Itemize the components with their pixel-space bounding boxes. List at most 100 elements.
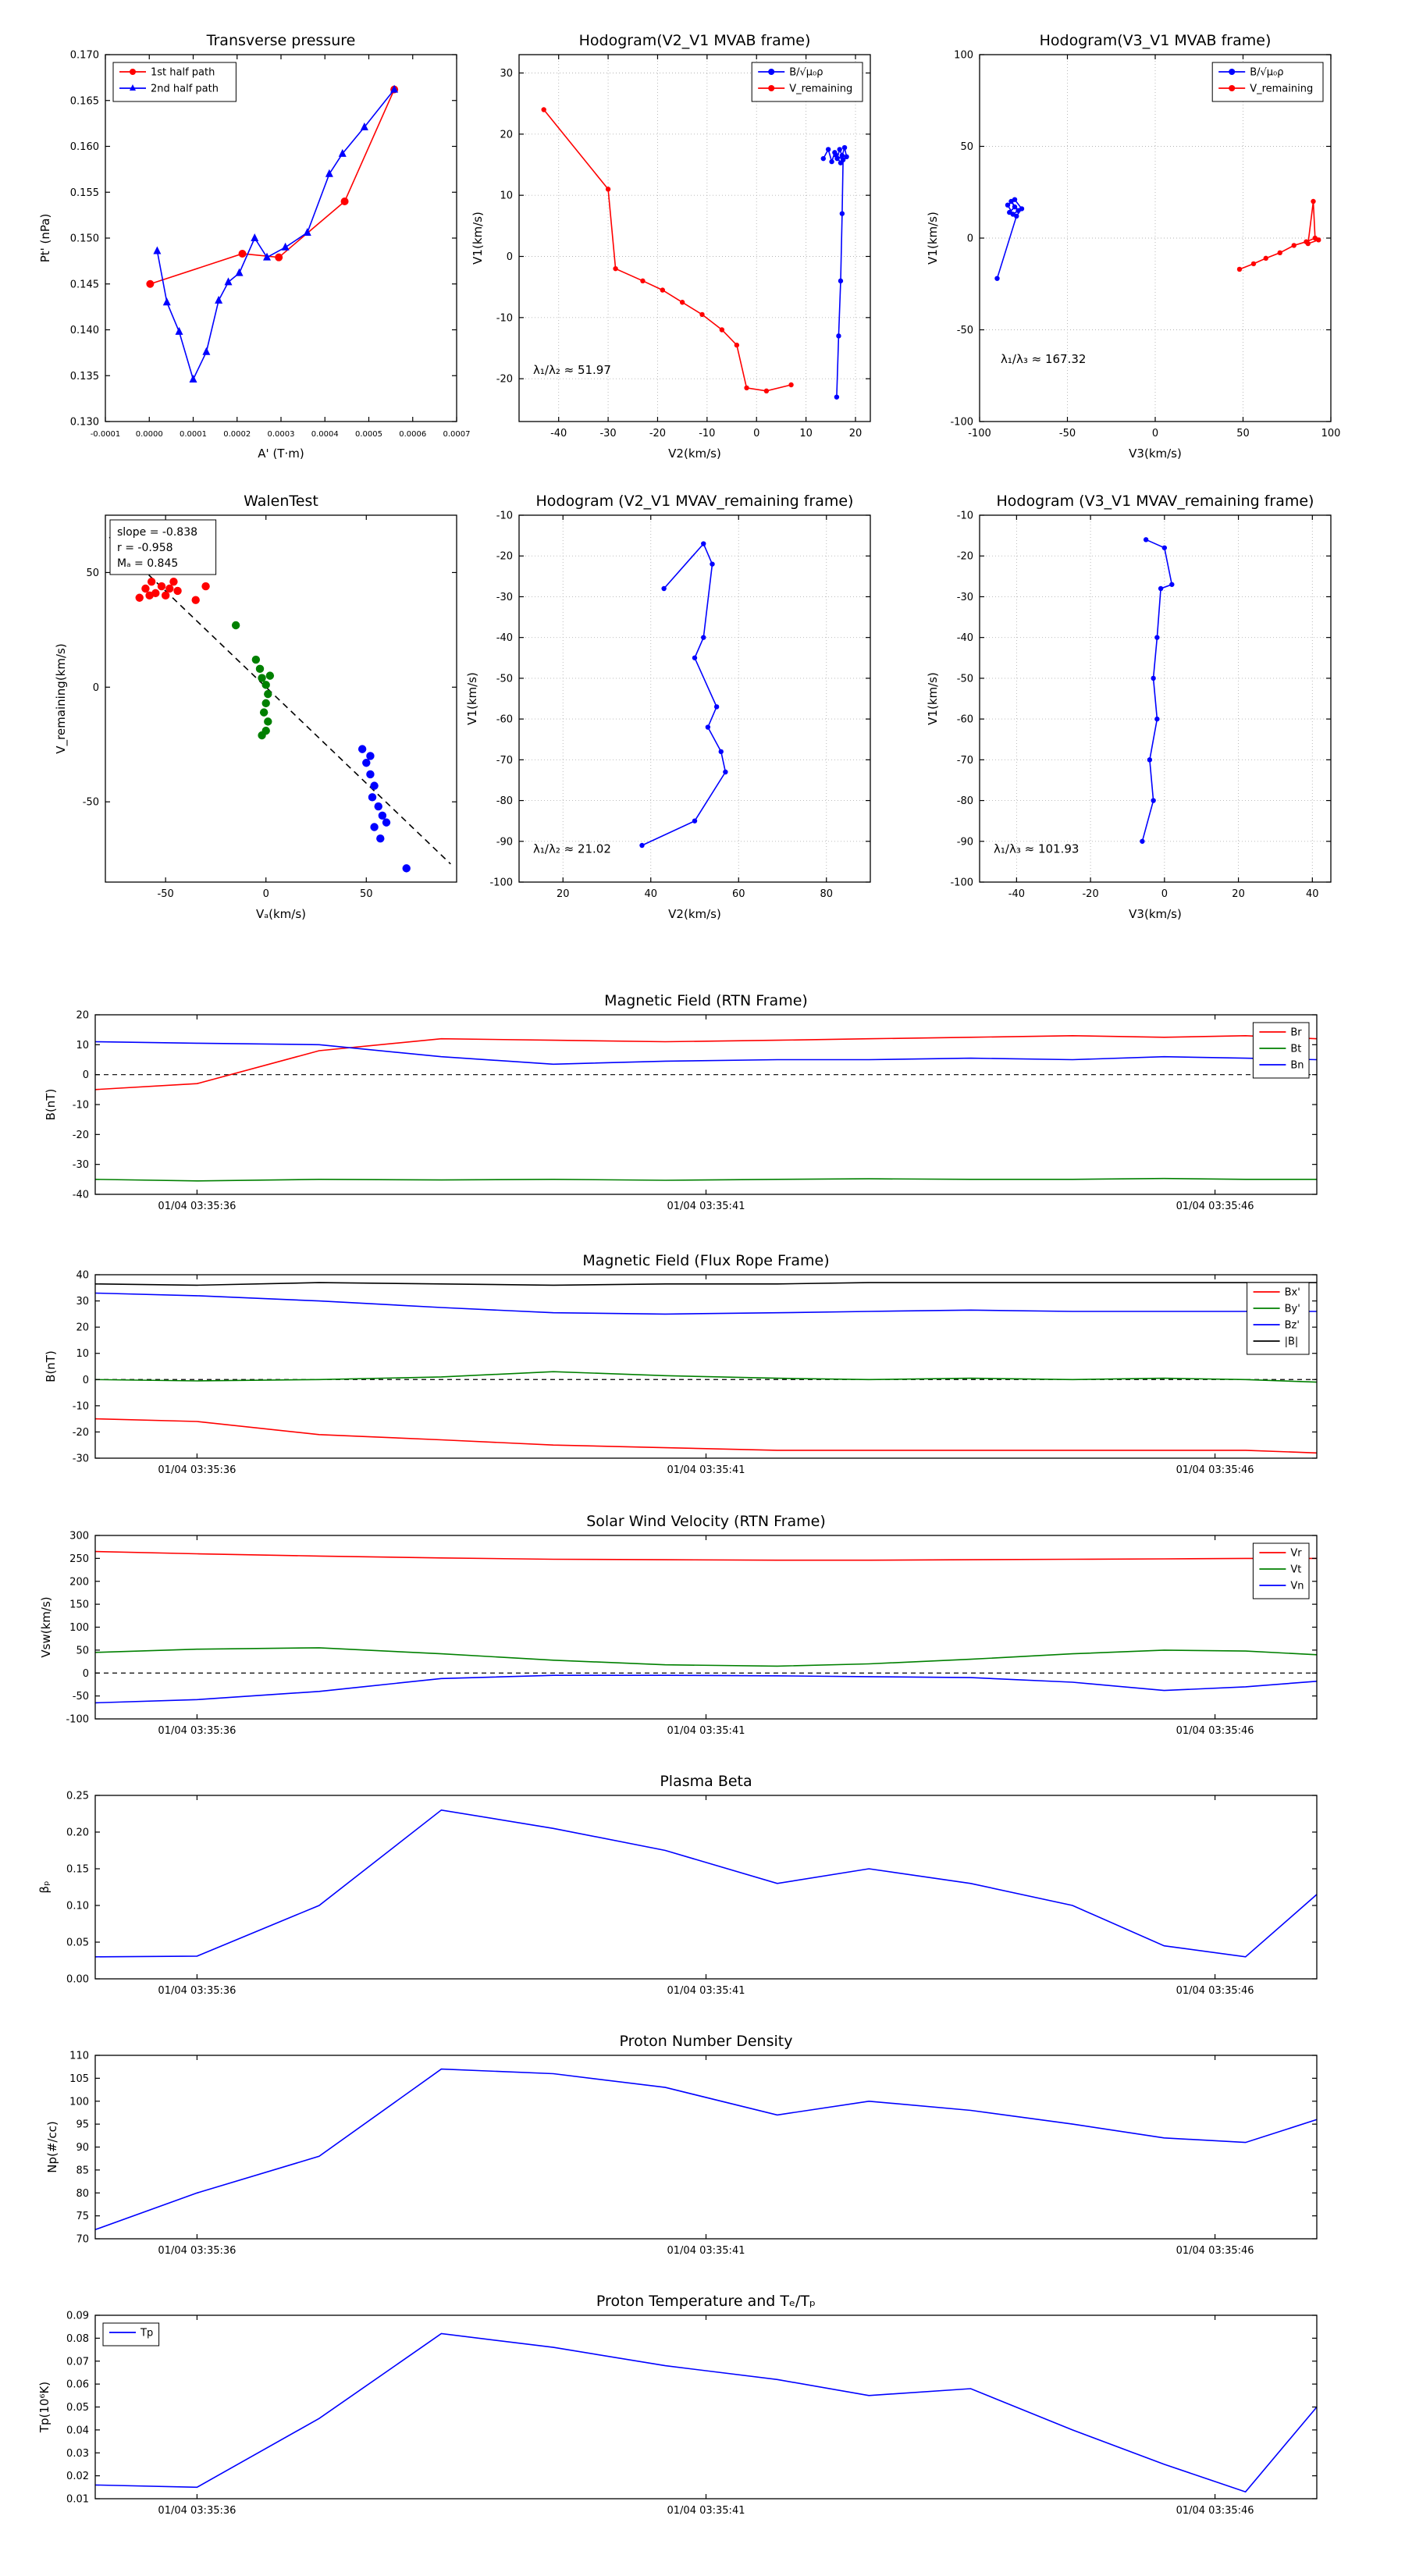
- x-tick-label: 20: [1232, 888, 1245, 900]
- marker: [1143, 537, 1149, 543]
- marker: [258, 674, 266, 682]
- x-tick-label: 01/04 03:35:46: [1176, 1201, 1254, 1212]
- marker: [153, 246, 162, 254]
- y-tick-label: -40: [73, 1190, 89, 1201]
- marker: [368, 793, 377, 802]
- marker: [994, 276, 1000, 281]
- y-tick-label: 0.165: [70, 95, 99, 107]
- legend-label: Bx': [1285, 1287, 1300, 1299]
- y-tick-label: -60: [957, 714, 973, 726]
- marker: [1229, 85, 1236, 91]
- y-tick-label: -50: [83, 797, 99, 809]
- marker: [224, 277, 233, 286]
- chart-title: Hodogram (V3_V1 MVAV_remaining frame): [997, 493, 1314, 510]
- y-tick-label: 80: [76, 2188, 89, 2200]
- y-tick-label: -30: [73, 1159, 89, 1171]
- y-tick-label: 0.150: [70, 233, 99, 245]
- y-tick-label: 0.07: [66, 2356, 89, 2368]
- x-tick-label: 0.0000: [136, 430, 163, 439]
- y-tick-label: 0: [83, 1668, 89, 1680]
- marker: [173, 586, 182, 596]
- chart-title: Transverse pressure: [206, 32, 356, 49]
- x-tick-label: -50: [158, 888, 174, 900]
- x-tick-label: 50: [1236, 428, 1250, 439]
- y-tick-label: -20: [73, 1130, 89, 1141]
- y-tick-label: 95: [76, 2119, 89, 2131]
- annotation: λ₁/λ₃ ≈ 167.32: [1001, 352, 1086, 366]
- chart-walen-test: -50 0 50 -50 0 50 WalenTest Vₐ(km/s) V_remaining…: [54, 493, 457, 921]
- y-tick-label: -10: [957, 511, 973, 522]
- x-tick-label: -0.0001: [91, 430, 121, 439]
- series-Bt: [94, 1177, 1317, 1182]
- marker: [710, 561, 715, 567]
- y-tick-label: 0.130: [70, 417, 99, 429]
- x-tick-label: 50: [360, 888, 373, 900]
- series-2nd half path: [156, 89, 395, 382]
- x-tick-label: 20: [849, 428, 863, 439]
- marker: [402, 864, 411, 873]
- y-tick-label: 100: [954, 50, 973, 62]
- x-axis-label: A' (T·m): [258, 447, 304, 461]
- y-tick-label: 0.140: [70, 325, 99, 336]
- x-tick-label: 01/04 03:35:41: [667, 1201, 745, 1212]
- chart-title: Proton Temperature and Tₑ/Tₚ: [596, 2293, 816, 2310]
- chart-hodogram-v3v1-mvav: -40 -20 0 20 40 -100 -90 -80 -70 -60 -50 -40 -30 -20 -…: [926, 493, 1332, 921]
- legend-label: Br: [1290, 1027, 1302, 1039]
- marker: [1169, 582, 1175, 587]
- x-tick-label: 20: [557, 888, 570, 900]
- marker: [238, 249, 247, 258]
- x-tick-label: 0.0005: [355, 430, 382, 439]
- x-tick-label: 01/04 03:35:41: [667, 2505, 745, 2517]
- x-tick-label: 0.0002: [223, 430, 251, 439]
- marker: [1151, 798, 1156, 803]
- series-V-remaining: [543, 109, 791, 392]
- y-tick-label: 300: [69, 1531, 89, 1542]
- y-tick-label: -50: [496, 673, 513, 685]
- marker: [325, 169, 333, 177]
- marker: [838, 278, 844, 284]
- y-tick-label: 0.09: [66, 2311, 89, 2322]
- y-tick-label: 0: [967, 233, 973, 245]
- x-tick-label: 0.0001: [180, 430, 207, 439]
- y-tick-label: -100: [489, 877, 513, 889]
- marker: [251, 655, 261, 664]
- series-Vn: [94, 1674, 1318, 1704]
- chart-solar-wind-velocity-rtn: 01/04 03:35:36 01/04 03:35:41 01/04 03:35:…: [39, 1513, 1318, 1737]
- legend-box: [1247, 1282, 1310, 1355]
- chart-title: Proton Number Density: [620, 2033, 793, 2050]
- marker: [788, 382, 794, 388]
- axes-frame: [518, 54, 871, 422]
- y-tick-label: 0.15: [66, 1864, 89, 1876]
- x-tick-label: 01/04 03:35:46: [1176, 1725, 1254, 1737]
- y-tick-label: -80: [957, 795, 973, 807]
- y-tick-label: -100: [950, 417, 973, 429]
- x-tick-label: -50: [1059, 428, 1076, 439]
- marker: [259, 708, 269, 717]
- marker: [376, 834, 385, 843]
- marker: [231, 621, 240, 630]
- x-axis-label: V3(km/s): [1129, 447, 1182, 461]
- legend-label: Bz': [1285, 1320, 1300, 1332]
- y-tick-label: 110: [69, 2051, 89, 2062]
- marker: [660, 287, 666, 293]
- marker: [1277, 250, 1282, 255]
- marker: [679, 300, 685, 305]
- y-tick-label: -10: [73, 1100, 89, 1112]
- y-tick-label: 75: [76, 2211, 89, 2222]
- x-tick-label: 40: [1306, 888, 1319, 900]
- y-tick-label: -90: [496, 836, 513, 848]
- marker: [837, 147, 842, 152]
- stats-line: r = -0.958: [117, 542, 173, 554]
- marker: [378, 811, 387, 820]
- y-tick-label: 0.02: [66, 2471, 89, 2482]
- legend-label: V_remaining: [789, 84, 852, 95]
- marker: [844, 154, 849, 160]
- marker: [130, 84, 136, 91]
- y-tick-label: 10: [76, 1040, 89, 1051]
- marker: [1311, 198, 1316, 205]
- y-axis-label: Np(#/cc): [45, 2121, 59, 2173]
- x-tick-label: 0: [1161, 888, 1168, 900]
- y-tick-label: 0.04: [66, 2425, 89, 2436]
- x-axis-label: Vₐ(km/s): [256, 907, 306, 921]
